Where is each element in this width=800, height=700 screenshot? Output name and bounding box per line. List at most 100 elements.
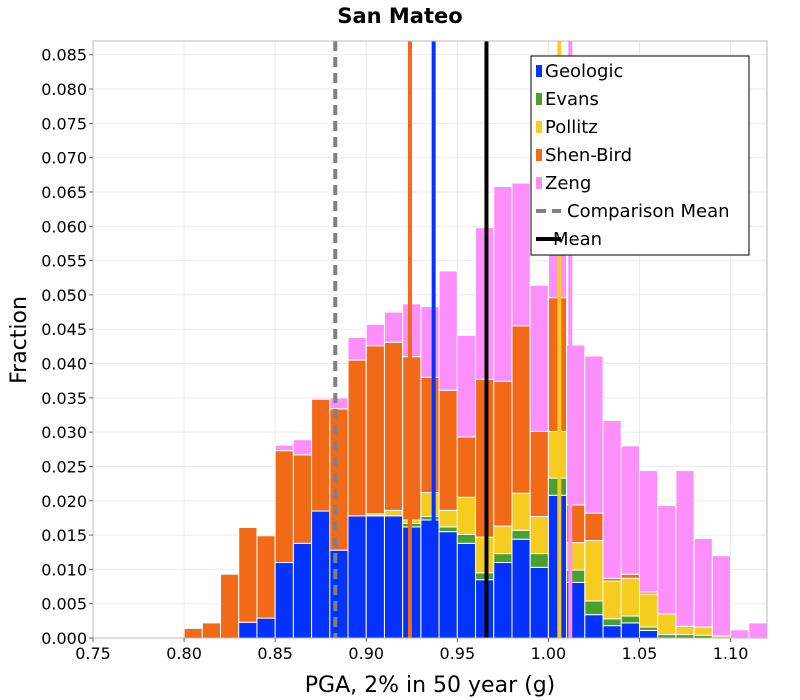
bar-geologic <box>602 625 622 639</box>
legend-label-comparison-mean: Comparison Mean <box>567 201 730 222</box>
bar-zeng <box>329 397 349 410</box>
bar-zeng <box>311 397 331 400</box>
bar-shen-bird <box>493 380 513 527</box>
bar-geologic <box>438 531 458 639</box>
bar-geologic <box>329 549 349 639</box>
x-axis-ticks: 0.75 0.80 0.85 0.90 0.95 1.00 1.05 1.10 <box>75 638 748 663</box>
y-tick-label: 0.045 <box>41 320 87 339</box>
plot-frame <box>92 40 768 639</box>
bar-shen-bird <box>201 622 222 639</box>
x-tick-label: 0.75 <box>75 644 111 663</box>
legend-label-zeng: Zeng <box>545 173 591 194</box>
bar-shen-bird <box>292 454 313 544</box>
bar-geologic <box>493 562 513 639</box>
bar-shen-bird <box>238 527 258 623</box>
bar-shen-bird <box>365 345 385 515</box>
y-tick-label: 0.060 <box>41 217 87 236</box>
y-tick-label: 0.005 <box>41 595 87 614</box>
bar-pollitz <box>675 625 695 636</box>
x-tick-label: 0.95 <box>440 644 476 663</box>
bar-shen-bird <box>383 341 404 511</box>
x-tick-label: 1.05 <box>622 644 658 663</box>
bar-shen-bird <box>420 376 440 494</box>
bar-shen-bird <box>347 359 367 517</box>
bar-zeng <box>638 470 659 593</box>
legend-label-mean: Mean <box>553 229 602 250</box>
bar-evans <box>620 615 640 624</box>
legend-swatch-shen-bird <box>536 149 542 161</box>
bar-zeng <box>511 182 531 327</box>
bar-zeng <box>529 284 549 432</box>
bar-pollitz <box>638 593 659 628</box>
legend-swatch-zeng <box>536 177 542 189</box>
y-tick-label: 0.025 <box>41 457 87 476</box>
y-axis-ticks: 0.000 0.005 0.010 0.015 0.020 0.025 0.030 0.035… <box>41 46 93 648</box>
y-tick-label: 0.020 <box>41 492 87 511</box>
legend-label-geologic: Geologic <box>545 61 623 82</box>
bar-zeng <box>438 270 458 391</box>
legend-box <box>530 55 750 256</box>
bar-pollitz <box>693 626 713 636</box>
bar-zeng <box>274 444 294 452</box>
bar-zeng <box>347 336 367 361</box>
y-tick-label: 0.015 <box>41 526 87 545</box>
bar-geologic <box>238 621 258 639</box>
bar-zeng <box>657 505 677 615</box>
bar-geologic <box>365 515 385 639</box>
legend-label-pollitz: Pollitz <box>545 117 598 138</box>
chart-title: San Mateo <box>337 4 462 28</box>
y-tick-label: 0.070 <box>41 149 87 168</box>
bar-shen-bird <box>620 573 640 579</box>
bar-pollitz <box>529 516 549 555</box>
x-tick-label: 1.10 <box>713 644 749 663</box>
bar-pollitz <box>657 613 677 636</box>
x-tick-label: 0.80 <box>166 644 202 663</box>
bar-shen-bird <box>183 627 203 639</box>
bar-shen-bird <box>511 325 531 494</box>
bar-zeng <box>693 538 713 628</box>
y-tick-label: 0.080 <box>41 80 87 99</box>
y-tick-label: 0.030 <box>41 423 87 442</box>
bar-zeng <box>383 311 404 343</box>
bar-zeng <box>748 622 768 639</box>
bar-pollitz <box>584 540 604 602</box>
bar-evans <box>529 553 549 568</box>
bar-geologic <box>274 562 294 639</box>
y-tick-label: 0.055 <box>41 252 87 271</box>
bar-zeng <box>620 445 640 575</box>
y-tick-label: 0.010 <box>41 560 87 579</box>
bar-zeng <box>711 555 732 637</box>
bar-pollitz <box>438 509 458 528</box>
bar-shen-bird <box>529 430 549 518</box>
bar-pollitz <box>602 580 622 620</box>
bar-zeng <box>584 355 604 514</box>
x-tick-label: 1.00 <box>531 644 567 663</box>
bar-zeng <box>730 629 750 639</box>
bar-geologic <box>383 515 404 639</box>
y-axis-title: Fraction <box>7 296 32 384</box>
bar-shen-bird <box>456 436 477 498</box>
x-tick-label: 0.85 <box>257 644 293 663</box>
y-tick-label: 0.075 <box>41 114 87 133</box>
bar-geologic <box>584 614 604 639</box>
x-tick-label: 0.90 <box>348 644 384 663</box>
legend-label-evans: Evans <box>545 89 599 110</box>
legend-swatch-pollitz <box>536 121 542 133</box>
bar-geologic <box>456 542 477 639</box>
bar-pollitz <box>620 577 640 617</box>
bar-evans <box>584 600 604 616</box>
bar-zeng <box>602 419 622 579</box>
y-tick-label: 0.085 <box>41 46 87 65</box>
y-tick-label: 0.040 <box>41 355 87 374</box>
bar-geologic <box>292 542 313 639</box>
bar-geologic <box>620 622 640 639</box>
bar-geologic <box>347 515 367 639</box>
y-tick-label: 0.035 <box>41 389 87 408</box>
bar-geologic <box>420 519 440 639</box>
legend-swatch-evans <box>536 93 542 105</box>
bar-shen-bird <box>256 535 276 619</box>
bar-evans <box>456 533 477 544</box>
bar-evans <box>602 618 622 627</box>
legend-label-shen-bird: Shen-Bird <box>545 145 632 166</box>
